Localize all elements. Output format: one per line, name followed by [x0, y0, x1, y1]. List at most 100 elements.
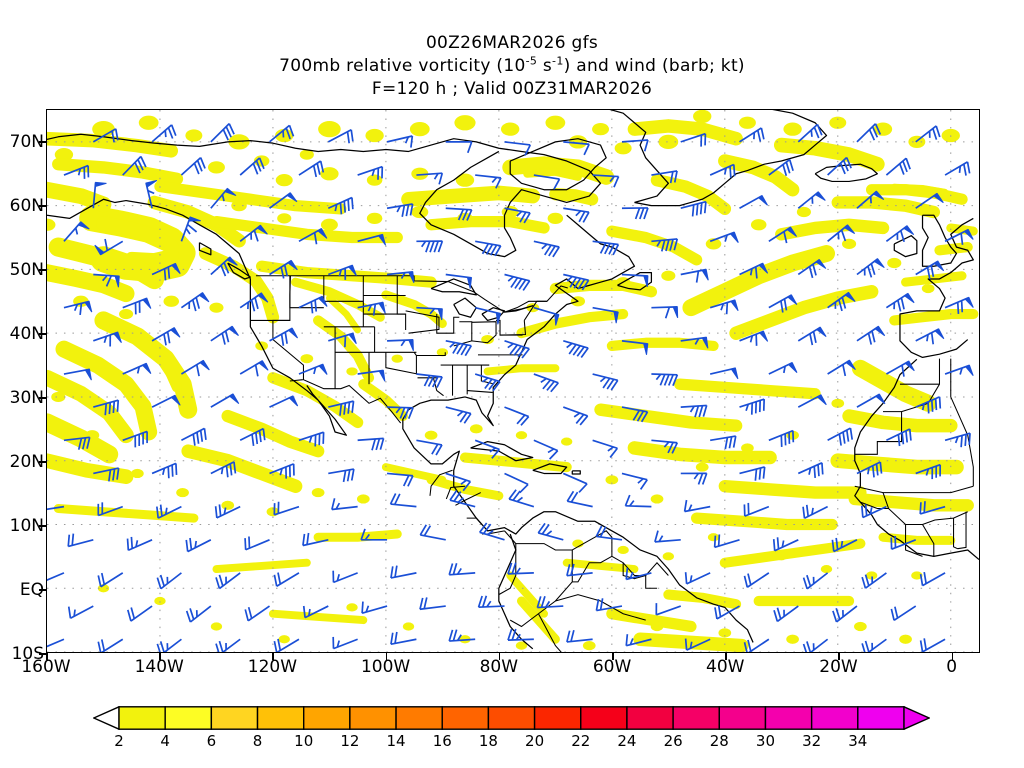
vorticity-patch — [617, 545, 629, 555]
wind-barb — [122, 297, 152, 315]
wind-barb — [537, 522, 564, 541]
wind-barb — [327, 128, 354, 144]
vorticity-contour — [842, 409, 958, 433]
political-border — [385, 352, 418, 375]
vorticity-contour — [732, 162, 780, 184]
title-line-3: F=120 h ; Valid 00Z31MAR2026 — [371, 79, 653, 99]
y-tick-label-20N: 20N — [9, 452, 44, 472]
y-tick-mark — [39, 397, 46, 399]
vorticity-contour — [606, 337, 719, 352]
wind-barb — [239, 224, 268, 242]
vorticity-contour — [267, 372, 364, 429]
wind-barb — [210, 393, 240, 408]
wind-barb — [298, 363, 328, 375]
wind-barb — [269, 463, 295, 479]
vorticity-patch — [346, 603, 358, 612]
y-tick-mark — [39, 269, 46, 271]
wind-barb — [445, 406, 472, 424]
wind-barb — [269, 395, 299, 408]
y-tick-label-30N: 30N — [9, 388, 44, 408]
vorticity-patch — [568, 135, 588, 149]
vorticity-contour — [673, 378, 821, 400]
wind-barb — [93, 331, 122, 347]
vorticity-contour — [594, 403, 743, 432]
y-tick-mark — [39, 333, 46, 335]
x-tick-label-0: 0 — [946, 657, 958, 677]
vorticity-patch — [796, 206, 811, 218]
wind-barb — [244, 605, 271, 622]
wind-barb — [210, 123, 235, 143]
title-line-2: 700mb relative vorticity (10-5 s-1) and … — [0, 55, 1024, 78]
wind-barb — [302, 532, 329, 547]
wind-barb — [269, 259, 298, 279]
y-tick-mark — [39, 205, 46, 207]
wind-barb — [709, 367, 739, 380]
coastline — [47, 133, 602, 258]
vorticity-patch — [346, 367, 358, 376]
x-tick-mark — [838, 653, 841, 660]
wind-barb — [739, 398, 766, 415]
wind-barb — [773, 605, 799, 623]
vorticity-patch — [356, 494, 370, 504]
vorticity-contour — [47, 453, 134, 484]
wind-barb — [856, 190, 885, 209]
wind-barb — [856, 325, 886, 345]
wind-barb — [298, 431, 325, 447]
wind-barb — [562, 472, 588, 493]
wind-barb — [298, 295, 328, 314]
wind-barb — [684, 638, 711, 651]
wind-barb — [827, 224, 856, 242]
vorticity-patch — [277, 213, 292, 224]
wind-barb — [592, 306, 619, 324]
coastline — [227, 262, 251, 280]
vorticity-patch — [221, 500, 235, 510]
title-line-1: 00Z26MAR2026 gfs — [425, 33, 599, 53]
wind-barb — [625, 634, 652, 647]
political-border — [854, 485, 974, 494]
wind-barb — [831, 537, 858, 553]
wind-barb — [445, 207, 473, 221]
x-tick-mark — [159, 653, 161, 660]
wind-barb — [478, 522, 505, 541]
wind-barb — [239, 360, 269, 377]
vorticity-patch — [209, 302, 224, 313]
coastline — [609, 110, 828, 207]
wind-barb — [651, 373, 679, 386]
vorticity-contour — [627, 441, 777, 465]
wind-barb — [416, 373, 443, 388]
vorticity-patch — [854, 621, 867, 632]
wind-barb — [67, 605, 94, 619]
political-border — [645, 575, 657, 589]
vorticity-contour — [934, 242, 973, 256]
wind-barb — [651, 439, 679, 454]
vorticity-patch — [547, 212, 564, 225]
coastline — [854, 358, 979, 561]
vorticity-contour — [326, 294, 362, 334]
wind-barb — [445, 141, 473, 154]
wind-barb — [360, 528, 388, 541]
wind-barb — [93, 467, 120, 482]
vorticity-contour — [47, 369, 134, 444]
wind-barb — [710, 435, 737, 450]
vorticity-patch — [693, 110, 712, 124]
wind-barb — [93, 399, 120, 416]
vorticity-patch — [366, 174, 383, 186]
colorbar — [93, 706, 930, 730]
wind-barb — [47, 572, 65, 582]
wind-barb — [445, 472, 472, 492]
vorticity-contour — [401, 185, 541, 207]
map-plot-area — [46, 109, 980, 653]
wind-barb — [625, 567, 652, 581]
wind-barb — [210, 461, 237, 478]
vorticity-contour — [831, 196, 941, 219]
wind-barb — [298, 228, 328, 245]
wind-barb — [709, 163, 736, 178]
wind-barb — [563, 207, 590, 223]
vorticity-contour — [459, 452, 572, 473]
wind-barb — [944, 364, 974, 377]
wind-barb — [768, 158, 794, 176]
wind-barb — [655, 603, 682, 616]
vorticity-patch — [154, 596, 166, 606]
wind-barb — [563, 340, 589, 358]
wind-barb — [97, 502, 124, 517]
